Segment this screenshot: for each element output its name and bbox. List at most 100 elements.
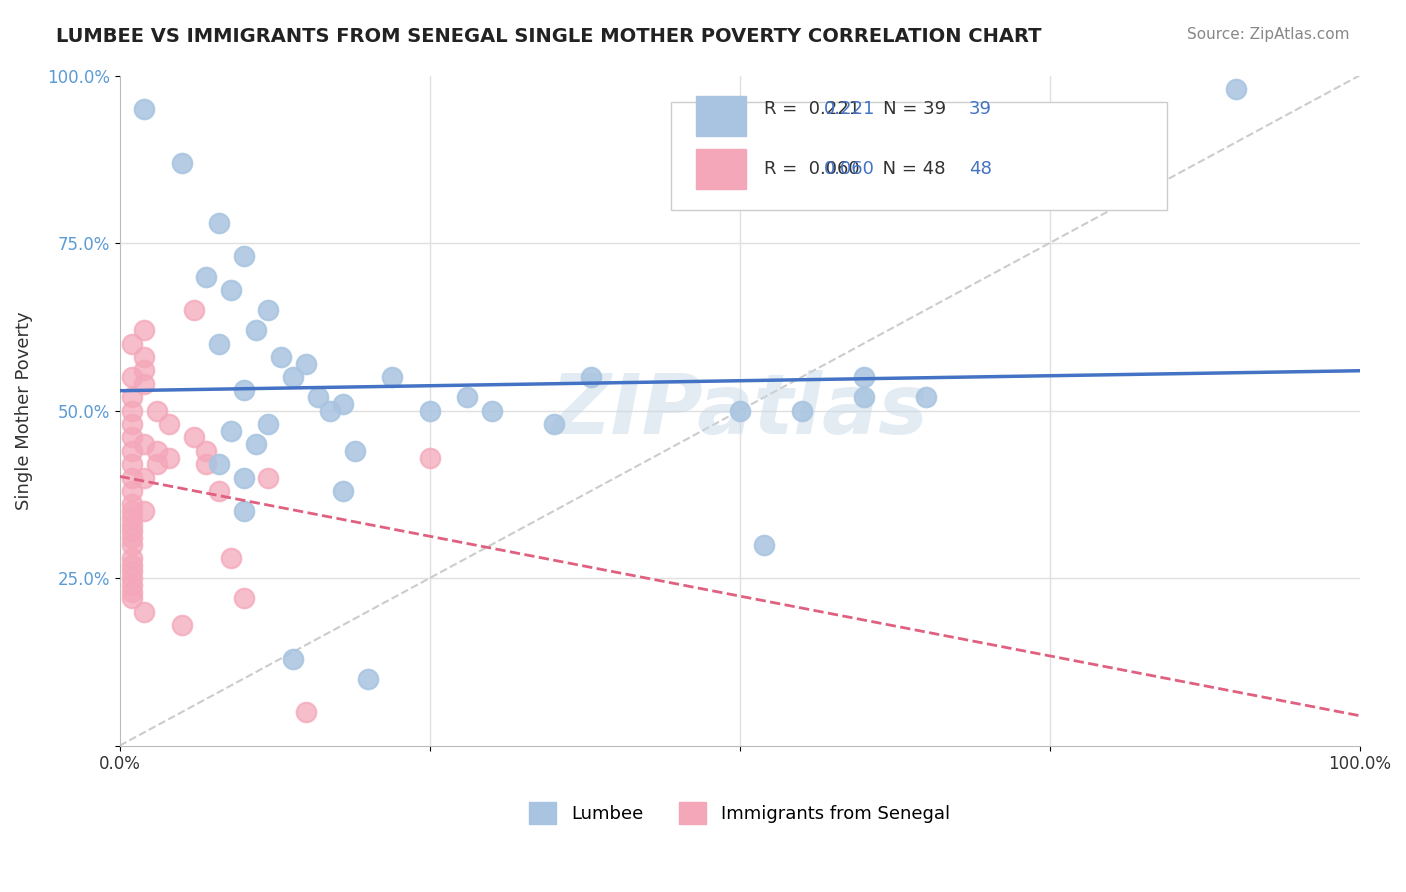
- Point: [121, 504, 143, 518]
- Point: [121, 591, 143, 606]
- Point: [319, 403, 342, 417]
- Point: [332, 397, 354, 411]
- Point: [257, 417, 280, 431]
- Point: [283, 370, 305, 384]
- Text: ZIPatlas: ZIPatlas: [551, 370, 928, 451]
- Point: [121, 531, 143, 545]
- Point: [208, 483, 231, 498]
- Y-axis label: Single Mother Poverty: Single Mother Poverty: [15, 311, 32, 510]
- Point: [121, 551, 143, 566]
- Point: [790, 403, 813, 417]
- Text: 48: 48: [969, 161, 991, 178]
- Point: [134, 376, 156, 391]
- Point: [754, 538, 776, 552]
- Point: [121, 417, 143, 431]
- Point: [914, 390, 936, 404]
- Point: [419, 450, 441, 465]
- Point: [257, 470, 280, 484]
- Point: [219, 283, 242, 297]
- Point: [157, 450, 180, 465]
- Point: [121, 403, 143, 417]
- FancyBboxPatch shape: [671, 103, 1167, 210]
- Point: [356, 672, 378, 686]
- Point: [208, 457, 231, 471]
- Point: [121, 511, 143, 525]
- Point: [307, 390, 329, 404]
- Point: [183, 303, 205, 318]
- Point: [1225, 82, 1247, 96]
- Point: [121, 538, 143, 552]
- Point: [121, 584, 143, 599]
- Point: [134, 605, 156, 619]
- Legend: Lumbee, Immigrants from Senegal: Lumbee, Immigrants from Senegal: [522, 795, 957, 831]
- Point: [219, 551, 242, 566]
- Point: [146, 443, 169, 458]
- Point: [157, 417, 180, 431]
- Point: [134, 350, 156, 364]
- Point: [195, 269, 218, 284]
- Point: [146, 457, 169, 471]
- Point: [134, 102, 156, 116]
- Point: [245, 437, 267, 451]
- Point: [134, 323, 156, 337]
- Point: [728, 403, 751, 417]
- Point: [283, 651, 305, 665]
- Text: R =  0.060    N = 48: R = 0.060 N = 48: [765, 161, 946, 178]
- Point: [579, 370, 602, 384]
- Point: [852, 370, 875, 384]
- Point: [134, 363, 156, 377]
- Point: [170, 155, 193, 169]
- Text: 0.060: 0.060: [824, 161, 875, 178]
- Point: [195, 457, 218, 471]
- Point: [121, 558, 143, 572]
- Point: [121, 483, 143, 498]
- Point: [232, 504, 254, 518]
- Point: [121, 578, 143, 592]
- Point: [121, 390, 143, 404]
- Point: [121, 571, 143, 585]
- Text: 39: 39: [969, 100, 993, 118]
- Point: [232, 470, 254, 484]
- Point: [245, 323, 267, 337]
- Point: [121, 443, 143, 458]
- Point: [332, 483, 354, 498]
- Point: [121, 457, 143, 471]
- Point: [121, 336, 143, 351]
- Point: [481, 403, 503, 417]
- Point: [294, 705, 316, 719]
- Point: [183, 430, 205, 444]
- Point: [208, 336, 231, 351]
- Point: [134, 504, 156, 518]
- Point: [456, 390, 478, 404]
- Point: [543, 417, 565, 431]
- Bar: [696, 95, 745, 136]
- Point: [170, 618, 193, 632]
- Bar: [696, 149, 745, 189]
- Point: [134, 470, 156, 484]
- Point: [121, 470, 143, 484]
- Text: LUMBEE VS IMMIGRANTS FROM SENEGAL SINGLE MOTHER POVERTY CORRELATION CHART: LUMBEE VS IMMIGRANTS FROM SENEGAL SINGLE…: [56, 27, 1042, 45]
- Point: [294, 357, 316, 371]
- Point: [257, 303, 280, 318]
- Point: [121, 370, 143, 384]
- Point: [344, 443, 367, 458]
- Point: [270, 350, 292, 364]
- Text: Source: ZipAtlas.com: Source: ZipAtlas.com: [1187, 27, 1350, 42]
- Point: [121, 565, 143, 579]
- Text: 0.221: 0.221: [824, 100, 876, 118]
- Point: [195, 443, 218, 458]
- Point: [121, 430, 143, 444]
- Point: [208, 216, 231, 230]
- Point: [852, 390, 875, 404]
- Point: [134, 437, 156, 451]
- Point: [381, 370, 404, 384]
- Point: [232, 250, 254, 264]
- Point: [232, 384, 254, 398]
- Point: [219, 424, 242, 438]
- Point: [121, 498, 143, 512]
- Point: [121, 524, 143, 539]
- Text: R =  0.221    N = 39: R = 0.221 N = 39: [765, 100, 946, 118]
- Point: [146, 403, 169, 417]
- Point: [232, 591, 254, 606]
- Point: [419, 403, 441, 417]
